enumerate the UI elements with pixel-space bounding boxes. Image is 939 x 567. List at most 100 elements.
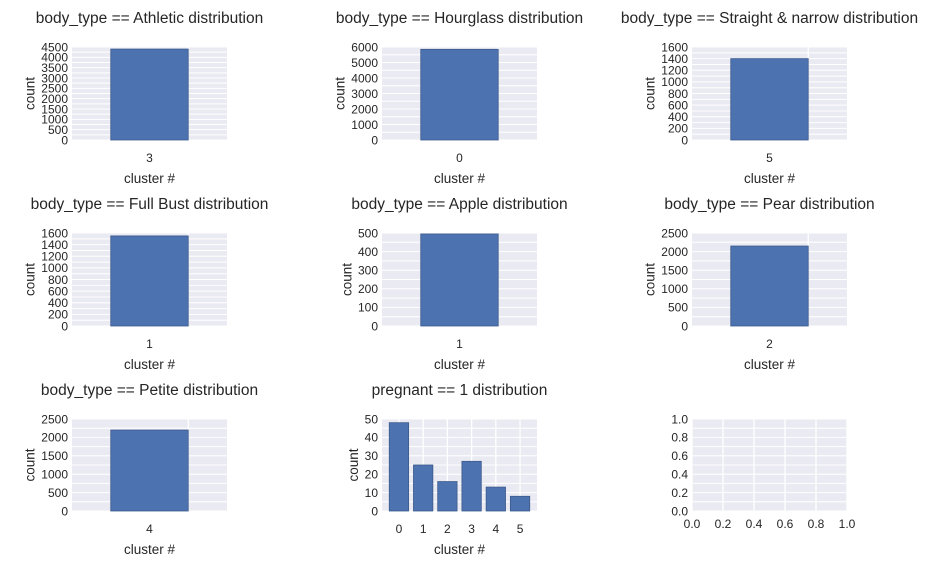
x-axis-label: cluster # [124, 542, 176, 557]
x-tick-label: 2 [766, 337, 773, 351]
y-tick-label: 500 [668, 301, 688, 315]
y-axis-label: count [339, 263, 354, 296]
y-tick-label: 400 [668, 110, 688, 124]
y-tick-label: 1600 [661, 40, 688, 54]
x-axis-label: cluster # [124, 171, 176, 186]
bar-cluster-1 [420, 233, 499, 327]
y-axis-label: count [332, 77, 347, 110]
y-axis-label: count [22, 77, 37, 110]
x-tick-label: 2 [444, 522, 451, 536]
y-axis-label: count [642, 77, 657, 110]
bar-cluster-0 [420, 48, 499, 141]
x-tick-label: 1 [146, 337, 153, 351]
y-tick-label: 0 [371, 319, 378, 333]
panel-5: 1 0 100 200 300 400 500 body_type == Apple dist… [339, 196, 567, 372]
x-tick-label: 0.0 [684, 517, 701, 531]
y-tick-label: 20 [365, 468, 379, 482]
y-axis-label: count [346, 448, 361, 481]
y-tick-label: 40 [365, 431, 379, 445]
y-tick-label: 600 [668, 98, 688, 112]
y-tick-label: 1000 [41, 261, 68, 275]
y-tick-label: 3000 [41, 71, 68, 85]
y-tick-label: 50 [365, 412, 379, 426]
y-tick-label: 2000 [41, 92, 68, 106]
x-tick-label: 0.8 [808, 517, 825, 531]
chart-title: body_type == Hourglass distribution [336, 10, 583, 27]
y-tick-label: 0 [681, 133, 688, 147]
y-tick-label: 200 [358, 282, 378, 296]
y-tick-label: 3500 [41, 61, 68, 75]
y-tick-label: 0 [371, 504, 378, 518]
y-tick-label: 4000 [41, 51, 68, 65]
y-tick-label: 1500 [41, 102, 68, 116]
y-tick-label: 1200 [41, 250, 68, 264]
y-tick-label: 600 [48, 284, 68, 298]
y-tick-label: 0 [61, 504, 68, 518]
y-tick-label: 2000 [41, 431, 68, 445]
bar-cluster-1 [110, 235, 189, 327]
x-axis-label: cluster # [434, 171, 486, 186]
y-tick-label: 2000 [351, 102, 378, 116]
x-tick-label: 3 [468, 522, 475, 536]
bar-cluster-3 [110, 48, 189, 141]
bar-cluster-5 [509, 495, 531, 512]
x-axis-label: cluster # [744, 357, 796, 372]
x-tick-label: 0.6 [777, 517, 794, 531]
x-tick-label: 3 [146, 151, 153, 165]
y-tick-label: 2500 [41, 82, 68, 96]
y-tick-label: 2500 [41, 412, 68, 426]
y-tick-label: 200 [668, 122, 688, 136]
chart-title: body_type == Athletic distribution [36, 10, 263, 27]
panel-9: 0.0 0.2 0.4 0.6 0.8 1.0 0.0 0.2 0.4 0.6 0.8 1.0 [671, 412, 855, 531]
bar-cluster-1 [413, 464, 434, 512]
x-tick-label: 0 [456, 151, 463, 165]
x-axis-label: cluster # [434, 542, 486, 557]
y-tick-label: 1600 [41, 226, 68, 240]
y-tick-label: 500 [358, 226, 378, 240]
y-tick-label: 4000 [351, 71, 378, 85]
chart-title: pregnant == 1 distribution [372, 382, 548, 399]
y-tick-label: 10 [365, 486, 379, 500]
bar-cluster-4 [110, 429, 189, 512]
x-tick-label: 0.4 [746, 517, 763, 531]
y-tick-label: 4500 [41, 40, 68, 54]
x-tick-label: 5 [766, 151, 773, 165]
y-tick-label: 1400 [41, 238, 68, 252]
x-axis-label: cluster # [124, 357, 176, 372]
y-tick-label: 0.4 [671, 468, 688, 482]
x-axis-label: cluster # [434, 357, 486, 372]
chart-title: body_type == Full Bust distribution [31, 196, 269, 213]
y-axis-label: count [22, 263, 37, 296]
y-tick-label: 1500 [41, 449, 68, 463]
y-axis-label: count [22, 448, 37, 481]
y-tick-label: 0 [61, 133, 68, 147]
x-tick-label: 1 [420, 522, 427, 536]
y-tick-label: 0 [371, 133, 378, 147]
y-tick-label: 100 [358, 301, 378, 315]
y-tick-label: 6000 [351, 40, 378, 54]
y-tick-label: 1000 [351, 118, 378, 132]
x-tick-label: 0.2 [715, 517, 732, 531]
chart-title: body_type == Apple distribution [351, 196, 567, 213]
y-tick-label: 2500 [661, 226, 688, 240]
y-tick-label: 500 [48, 486, 68, 500]
y-tick-label: 1000 [41, 113, 68, 127]
y-tick-label: 1000 [661, 282, 688, 296]
x-tick-label: 5 [517, 522, 524, 536]
y-tick-label: 1.0 [671, 412, 688, 426]
y-tick-label: 400 [48, 296, 68, 310]
x-axis-label: cluster # [744, 171, 796, 186]
y-tick-label: 30 [365, 449, 379, 463]
bar-cluster-3 [461, 460, 482, 512]
chart-title: body_type == Straight & narrow distribut… [621, 10, 918, 27]
chart-title: body_type == Pear distribution [664, 196, 874, 213]
x-tick-label: 1.0 [839, 517, 856, 531]
y-tick-label: 1500 [661, 264, 688, 278]
y-tick-label: 0.8 [671, 431, 688, 445]
y-tick-label: 0.6 [671, 449, 688, 463]
